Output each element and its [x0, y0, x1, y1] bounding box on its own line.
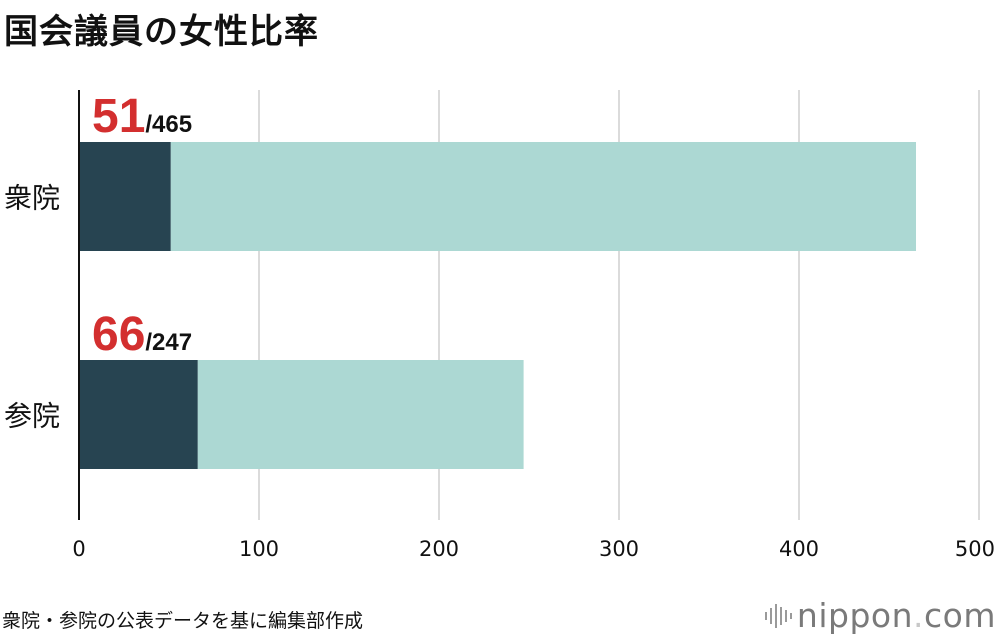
value-label-total: /247	[145, 329, 192, 356]
tick-labels: 0 100 200 300 400 500	[72, 537, 995, 561]
value-label: 66/247	[92, 308, 192, 361]
value-labels: 51/465 66/247	[92, 90, 192, 361]
value-label-count: 51	[92, 90, 145, 143]
x-tick-label: 200	[419, 537, 459, 561]
category-label: 参院	[4, 400, 60, 433]
category-label: 衆院	[4, 182, 60, 215]
source-note: 衆院・参院の公表データを基に編集部作成	[2, 610, 364, 632]
value-label: 51/465	[92, 90, 192, 143]
x-tick-label: 0	[72, 537, 85, 561]
x-tick-label: 400	[779, 537, 819, 561]
value-label-total: /465	[145, 111, 192, 138]
x-tick-label: 300	[599, 537, 639, 561]
bar-women-1	[79, 360, 198, 469]
value-label-count: 66	[92, 308, 145, 361]
logo-text: nippon.com	[796, 596, 996, 635]
bar-rest-1	[197, 360, 524, 469]
x-tick-label: 500	[955, 537, 995, 561]
nippon-logo: nippon.com	[763, 596, 996, 635]
sound-wave-icon	[764, 603, 792, 628]
chart-title: 国会議員の女性比率	[4, 12, 319, 52]
bar-rest-0	[170, 142, 917, 251]
bars	[79, 142, 917, 469]
x-tick-label: 100	[239, 537, 279, 561]
bar-women-0	[79, 142, 171, 251]
